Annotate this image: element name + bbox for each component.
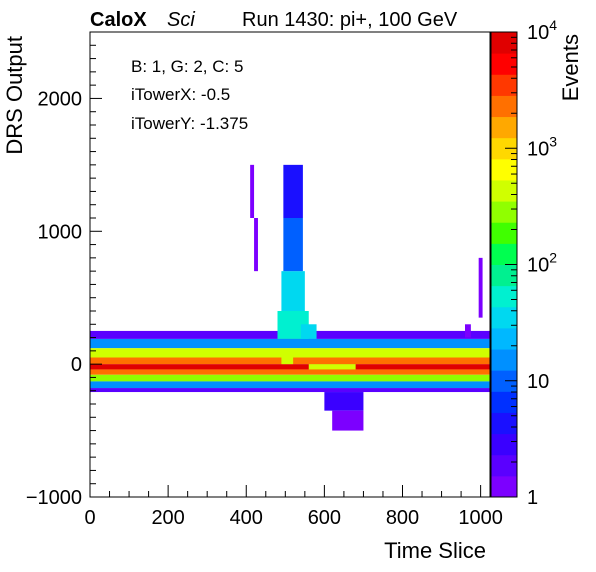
x-tick-label: 400 bbox=[230, 507, 263, 529]
plot-frame bbox=[89, 31, 491, 498]
heatmap-bin bbox=[90, 369, 490, 375]
y-tick-label: 2000 bbox=[38, 88, 83, 110]
color-scale-segment bbox=[491, 243, 517, 265]
heatmap-bins bbox=[90, 164, 490, 431]
color-scale-segment bbox=[491, 391, 517, 413]
color-scale-segment bbox=[491, 116, 517, 139]
heatmap-bin bbox=[300, 324, 317, 339]
color-scale-segment bbox=[491, 179, 517, 202]
heatmap-bin bbox=[281, 357, 294, 365]
annotation-config: B: 1, G: 2, C: 5 bbox=[131, 57, 243, 76]
z-tick-label: 102 bbox=[527, 250, 557, 277]
heatmap-bin bbox=[283, 218, 303, 272]
annotation-tower-x: iTowerX: -0.5 bbox=[131, 85, 230, 104]
heatmap-bin bbox=[308, 364, 356, 370]
color-scale-segment bbox=[491, 433, 517, 456]
color-scale-segment bbox=[491, 264, 517, 287]
y-axis-title: DRS Output bbox=[2, 36, 27, 155]
color-scale-segment bbox=[491, 412, 517, 435]
x-tick-label: 600 bbox=[308, 507, 341, 529]
y-axis: −1000 0 1000 2000 bbox=[26, 31, 102, 509]
z-tick-label: 104 bbox=[527, 17, 557, 44]
brand-label: CaloX bbox=[90, 9, 147, 31]
x-tick-label: 800 bbox=[386, 507, 419, 529]
color-scale-segment bbox=[491, 95, 517, 118]
color-scale-segment bbox=[491, 222, 517, 244]
color-scale bbox=[490, 31, 518, 498]
heatmap-bin bbox=[254, 218, 258, 272]
x-tick-label: 0 bbox=[84, 507, 95, 529]
color-scale-segment bbox=[491, 475, 517, 498]
color-scale-segment bbox=[491, 327, 517, 350]
z-axis-title: Events bbox=[558, 34, 583, 101]
heatmap-bin bbox=[478, 257, 483, 318]
color-scale-segment bbox=[491, 158, 517, 181]
z-tick-label: 10 bbox=[527, 371, 549, 393]
color-scale-segment bbox=[491, 306, 517, 329]
annotation-tower-y: iTowerY: -1.375 bbox=[131, 114, 248, 133]
heatmap-bin bbox=[281, 271, 305, 311]
y-tick-label: −1000 bbox=[26, 487, 82, 509]
heatmap-bin bbox=[250, 164, 255, 218]
color-scale-segment bbox=[491, 74, 517, 96]
heatmap-bin bbox=[324, 392, 364, 411]
color-scale-segment bbox=[491, 285, 517, 308]
tag-label: Sci bbox=[167, 9, 195, 31]
color-scale-segment bbox=[491, 137, 517, 160]
color-scale-segment bbox=[491, 32, 517, 54]
heatmap-bin bbox=[90, 348, 490, 358]
x-tick-label: 1000 bbox=[458, 507, 503, 529]
heatmap-bin bbox=[332, 410, 364, 431]
z-tick-label: 1 bbox=[527, 487, 538, 509]
heatmap-bin bbox=[90, 338, 490, 349]
heatmap-bin bbox=[90, 381, 490, 389]
color-scale-segment bbox=[491, 53, 517, 75]
y-tick-label: 0 bbox=[71, 354, 82, 376]
heatmap-bin bbox=[90, 388, 490, 393]
x-axis: 0 200 400 600 800 1000 bbox=[84, 485, 503, 529]
heatmap-bin bbox=[465, 324, 471, 338]
x-axis-title: Time Slice bbox=[384, 538, 486, 563]
x-tick-label: 200 bbox=[151, 507, 184, 529]
z-tick-label: 103 bbox=[527, 133, 557, 160]
heatmap-bin bbox=[90, 374, 490, 382]
y-tick-label: 1000 bbox=[38, 221, 83, 243]
heatmap-bin bbox=[90, 364, 490, 370]
color-scale-segment bbox=[491, 201, 517, 223]
heatmap-bin bbox=[283, 164, 303, 218]
color-scale-segment bbox=[491, 370, 517, 392]
color-scale-segment bbox=[491, 454, 517, 477]
run-info: Run 1430: pi+, 100 GeV bbox=[242, 9, 458, 31]
color-scale-segment bbox=[491, 349, 517, 371]
